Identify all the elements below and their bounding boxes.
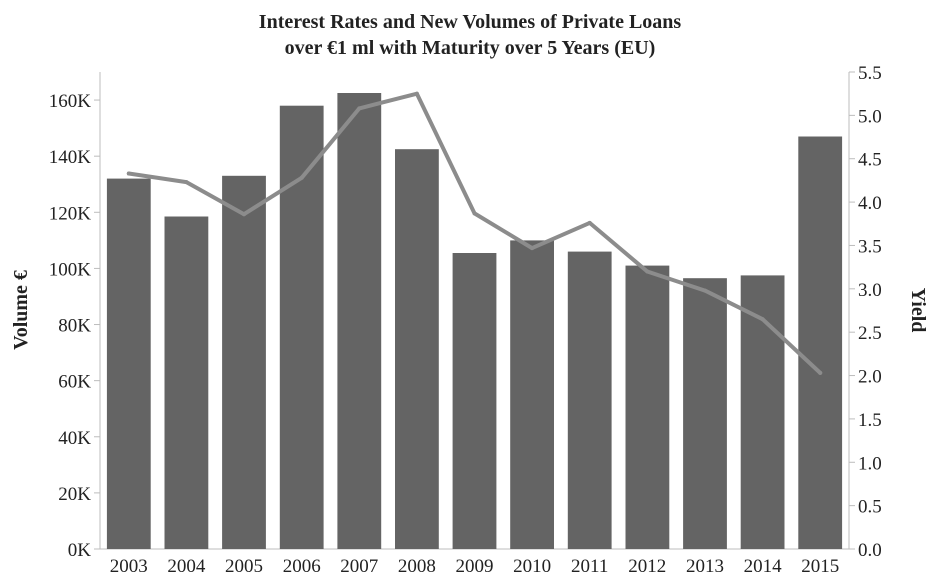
y-tick-label-right: 1.0 xyxy=(858,453,882,474)
y-tick-label-right: 3.0 xyxy=(858,280,882,301)
y-tick-label-right: 3.5 xyxy=(858,236,882,257)
bar-2008 xyxy=(395,149,439,549)
yield-point-2008 xyxy=(415,92,419,96)
y-tick-label-right: 4.5 xyxy=(858,150,882,171)
y-tick-label-right: 2.5 xyxy=(858,323,882,344)
yield-point-2014 xyxy=(761,317,765,321)
x-tick-label-2013: 2013 xyxy=(686,556,724,575)
yield-point-2009 xyxy=(473,211,477,215)
x-tick-label-2005: 2005 xyxy=(225,556,263,575)
y-tick-label-right: 0.5 xyxy=(858,497,882,518)
bar-2003 xyxy=(107,179,151,549)
y-axis-label-left: Volume € xyxy=(10,270,32,350)
yield-point-2004 xyxy=(184,180,188,184)
bar-2011 xyxy=(568,252,612,549)
bar-2005 xyxy=(222,176,266,549)
bar-2009 xyxy=(453,253,497,549)
chart-title-line-1: Interest Rates and New Volumes of Privat… xyxy=(259,11,682,33)
yield-point-2015 xyxy=(818,371,822,375)
bar-2014 xyxy=(741,275,785,549)
y-tick-label-right: 4.0 xyxy=(858,193,882,214)
yield-point-2005 xyxy=(242,212,246,216)
yield-point-2006 xyxy=(300,176,304,180)
yield-point-2007 xyxy=(357,106,361,110)
y-tick-label-right: 2.0 xyxy=(858,367,882,388)
x-tick-label-2006: 2006 xyxy=(283,556,321,575)
bar-2013 xyxy=(683,278,727,549)
bar-2015 xyxy=(798,137,842,550)
yield-point-2011 xyxy=(588,221,592,225)
y-tick-label-left: 20K xyxy=(58,484,91,505)
y-tick-label-right: 5.0 xyxy=(858,106,882,127)
x-tick-label-2009: 2009 xyxy=(456,556,494,575)
y-axis-label-right: Yield xyxy=(907,288,929,333)
bar-2004 xyxy=(165,217,209,550)
bar-2012 xyxy=(626,266,670,549)
bar-2010 xyxy=(510,240,554,549)
x-tick-label-2012: 2012 xyxy=(628,556,666,575)
yield-point-2012 xyxy=(645,270,649,274)
bar-2007 xyxy=(337,93,381,549)
y-tick-label-left: 40K xyxy=(58,428,91,449)
yield-point-2013 xyxy=(703,289,707,293)
y-tick-label-left: 140K xyxy=(49,147,92,168)
y-tick-label-right: 5.5 xyxy=(858,63,882,84)
x-tick-label-2008: 2008 xyxy=(398,556,436,575)
y-tick-label-left: 120K xyxy=(49,203,92,224)
y-tick-label-left: 100K xyxy=(49,259,92,280)
x-tick-label-2010: 2010 xyxy=(513,556,551,575)
x-tick-label-2007: 2007 xyxy=(340,556,378,575)
x-tick-label-2014: 2014 xyxy=(744,556,783,575)
x-tick-label-2003: 2003 xyxy=(110,556,148,575)
x-tick-label-2011: 2011 xyxy=(571,556,608,575)
bar-2006 xyxy=(280,106,324,549)
x-tick-label-2015: 2015 xyxy=(801,556,839,575)
yield-point-2010 xyxy=(530,246,534,250)
y-tick-label-right: 1.5 xyxy=(858,410,882,431)
y-tick-label-right: 0.0 xyxy=(858,540,882,561)
chart-title-line-2: over €1 ml with Maturity over 5 Years (E… xyxy=(285,37,656,59)
yield-point-2003 xyxy=(127,172,131,176)
y-tick-label-left: 0K xyxy=(68,540,92,561)
y-tick-label-left: 60K xyxy=(58,372,91,393)
x-tick-label-2004: 2004 xyxy=(167,556,206,575)
y-tick-label-left: 80K xyxy=(58,316,91,337)
y-tick-label-left: 160K xyxy=(49,91,92,112)
